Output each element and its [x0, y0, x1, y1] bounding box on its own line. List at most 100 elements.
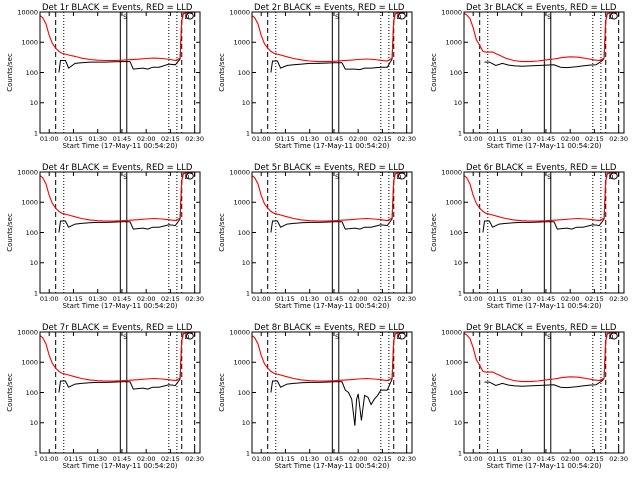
y-tick-label: 10000 — [17, 8, 38, 16]
x-tick-label: 02:00 — [349, 455, 368, 463]
panel-title: Det 2r BLACK = Events, RED = LLD — [254, 3, 405, 13]
y-axis-label: Counts/sec — [218, 213, 226, 252]
events-series-line — [270, 332, 406, 426]
x-tick-label: 01:00 — [252, 455, 271, 463]
saturation-marker — [609, 332, 618, 340]
y-tick-label: 10 — [454, 419, 462, 427]
y-axis-label: Counts/sec — [6, 213, 14, 252]
marker-label: S — [547, 333, 551, 341]
x-tick-label: 01:45 — [537, 295, 556, 303]
x-tick-label: 01:00 — [252, 295, 271, 303]
lld-series-line — [252, 172, 406, 222]
y-tick-label: 1 — [246, 129, 250, 137]
x-tick-label: 01:00 — [40, 455, 59, 463]
panel-title: Det 6r BLACK = Events, RED = LLD — [466, 163, 617, 173]
x-tick-label: 02:30 — [397, 455, 416, 463]
y-tick-label: 10000 — [441, 8, 462, 16]
marker-label: S — [123, 13, 127, 21]
x-axis-label: Start Time (17-May-11 00:54:20) — [62, 142, 177, 150]
panel-title: Det 7r BLACK = Events, RED = LLD — [42, 323, 193, 333]
marker-label: S — [123, 173, 127, 181]
events-series-line — [482, 172, 618, 233]
x-tick-label: 01:30 — [88, 295, 107, 303]
x-tick-label: 02:15 — [585, 135, 604, 143]
events-series-line — [58, 12, 194, 73]
events-series-line — [270, 172, 406, 233]
saturation-marker — [609, 172, 618, 180]
x-tick-label: 01:30 — [512, 455, 531, 463]
saturation-marker — [185, 172, 194, 180]
y-tick-label: 1000 — [233, 359, 250, 367]
x-axis-label: Start Time (17-May-11 00:54:20) — [274, 142, 389, 150]
y-tick-label: 1000 — [233, 199, 250, 207]
x-tick-label: 01:15 — [488, 295, 507, 303]
lld-series-line — [40, 172, 194, 222]
x-tick-label: 01:00 — [464, 295, 483, 303]
y-tick-label: 10 — [242, 99, 250, 107]
y-tick-label: 1000 — [21, 359, 38, 367]
events-series-line — [58, 172, 194, 233]
y-tick-label: 1 — [246, 289, 250, 297]
x-tick-label: 01:30 — [88, 455, 107, 463]
x-tick-label: 01:30 — [512, 135, 531, 143]
x-tick-label: 01:30 — [300, 455, 319, 463]
marker-label: S — [123, 333, 127, 341]
x-axis-label: Start Time (17-May-11 00:54:20) — [62, 462, 177, 470]
marker-label: S — [547, 173, 551, 181]
y-tick-label: 1 — [458, 289, 462, 297]
x-tick-label: 02:15 — [161, 135, 180, 143]
y-tick-label: 1 — [458, 129, 462, 137]
x-tick-label: 01:15 — [488, 135, 507, 143]
y-tick-label: 10 — [30, 419, 38, 427]
x-tick-label: 01:30 — [300, 135, 319, 143]
y-tick-label: 10 — [454, 99, 462, 107]
panel-title: Det 5r BLACK = Events, RED = LLD — [254, 163, 405, 173]
x-tick-label: 02:15 — [161, 455, 180, 463]
x-tick-label: 02:15 — [161, 295, 180, 303]
y-tick-label: 100 — [26, 69, 38, 77]
x-tick-label: 02:00 — [137, 455, 156, 463]
y-tick-label: 10000 — [17, 168, 38, 176]
panel-title: Det 9r BLACK = Events, RED = LLD — [466, 323, 617, 333]
y-tick-label: 10 — [30, 99, 38, 107]
x-tick-label: 01:45 — [537, 135, 556, 143]
x-tick-label: 01:45 — [113, 295, 132, 303]
x-tick-label: 01:00 — [464, 455, 483, 463]
y-tick-label: 1 — [246, 449, 250, 457]
x-tick-label: 02:15 — [373, 135, 392, 143]
x-tick-label: 01:15 — [64, 135, 83, 143]
events-series-line — [58, 332, 194, 393]
x-tick-label: 01:00 — [40, 295, 59, 303]
x-tick-label: 02:30 — [185, 295, 204, 303]
y-tick-label: 1 — [34, 129, 38, 137]
y-tick-label: 100 — [450, 389, 462, 397]
x-axis-label: Start Time (17-May-11 00:54:20) — [486, 142, 601, 150]
y-tick-label: 1 — [458, 449, 462, 457]
y-axis-label: Counts/sec — [6, 53, 14, 92]
x-tick-label: 02:15 — [585, 455, 604, 463]
x-tick-label: 01:15 — [276, 455, 295, 463]
saturation-marker — [397, 12, 406, 20]
x-tick-label: 01:30 — [88, 135, 107, 143]
x-axis-label: Start Time (17-May-11 00:54:20) — [274, 462, 389, 470]
x-axis-label: Start Time (17-May-11 00:54:20) — [62, 302, 177, 310]
panel-title: Det 4r BLACK = Events, RED = LLD — [42, 163, 193, 173]
x-tick-label: 01:45 — [325, 455, 344, 463]
x-tick-label: 02:00 — [349, 135, 368, 143]
lld-series-line — [252, 332, 406, 382]
y-tick-label: 100 — [450, 69, 462, 77]
panel-title: Det 8r BLACK = Events, RED = LLD — [254, 323, 405, 333]
x-tick-label: 02:15 — [585, 295, 604, 303]
x-tick-label: 01:45 — [113, 455, 132, 463]
x-tick-label: 02:30 — [609, 135, 628, 143]
x-tick-label: 01:30 — [512, 295, 531, 303]
x-tick-label: 02:30 — [185, 455, 204, 463]
x-tick-label: 01:45 — [537, 455, 556, 463]
